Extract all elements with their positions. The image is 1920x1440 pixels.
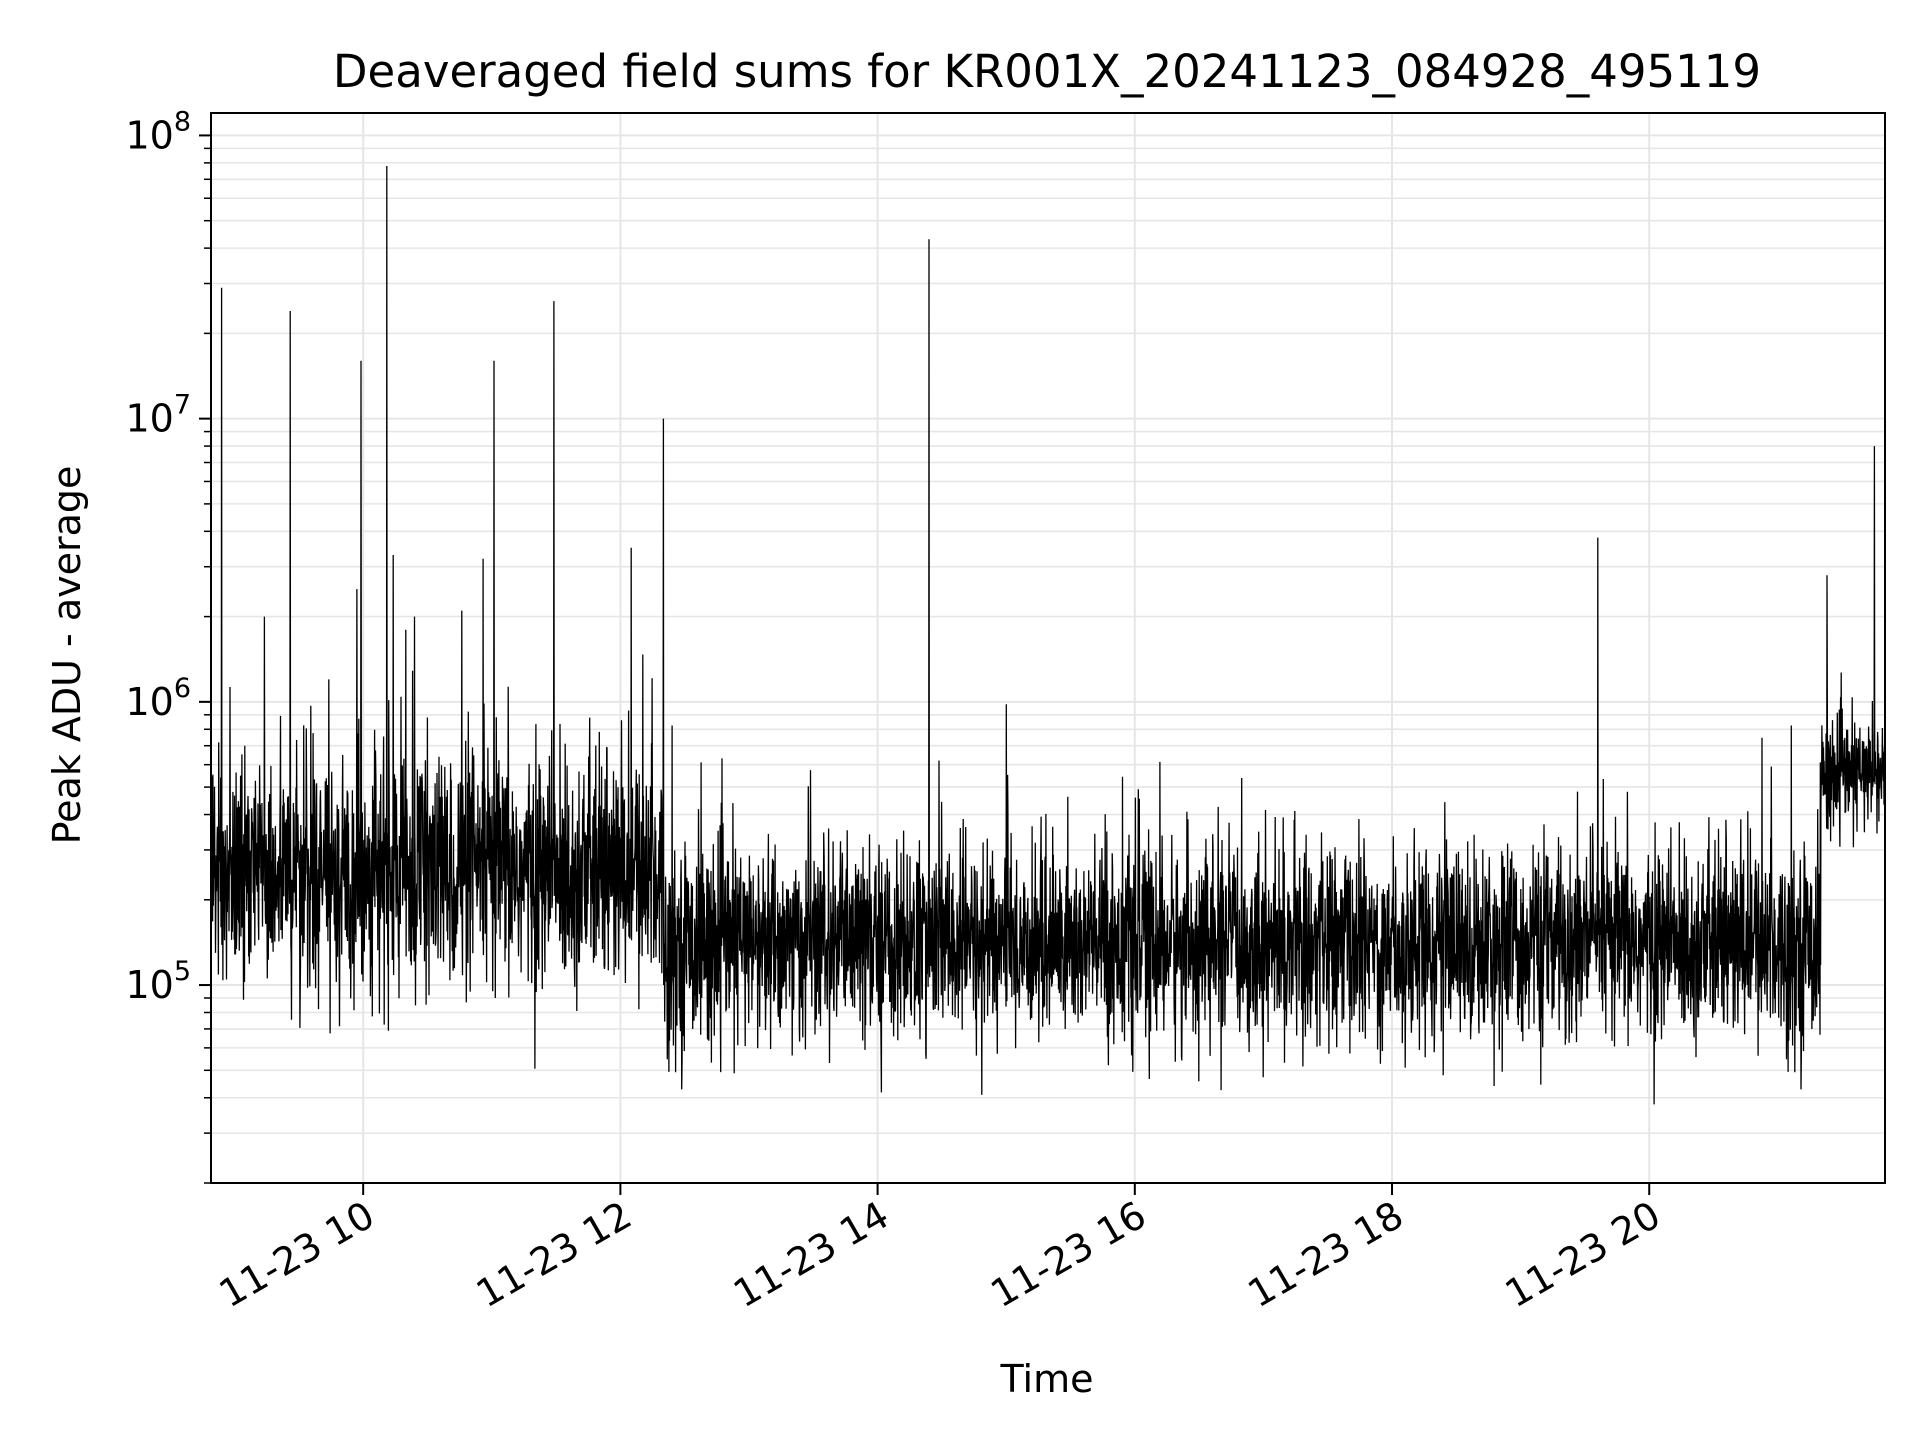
y-tick-label-3: 108 (125, 106, 191, 157)
series-group (210, 165, 1886, 1105)
grid (211, 113, 1885, 1184)
plot-frame (210, 112, 1886, 1184)
series-line (210, 165, 1886, 1105)
x-axis-label: Time (1000, 1357, 1094, 1401)
y-tick-label-1: 106 (125, 673, 191, 724)
chart-title: Deaveraged field sums for KR001X_2024112… (333, 45, 1761, 98)
y-tick-label-2: 107 (125, 390, 191, 441)
y-axis-label: Peak ADU - average (45, 466, 89, 845)
y-axis: 105 106 107 108 (125, 106, 211, 1184)
y-tick-label-0: 105 (125, 956, 191, 1007)
